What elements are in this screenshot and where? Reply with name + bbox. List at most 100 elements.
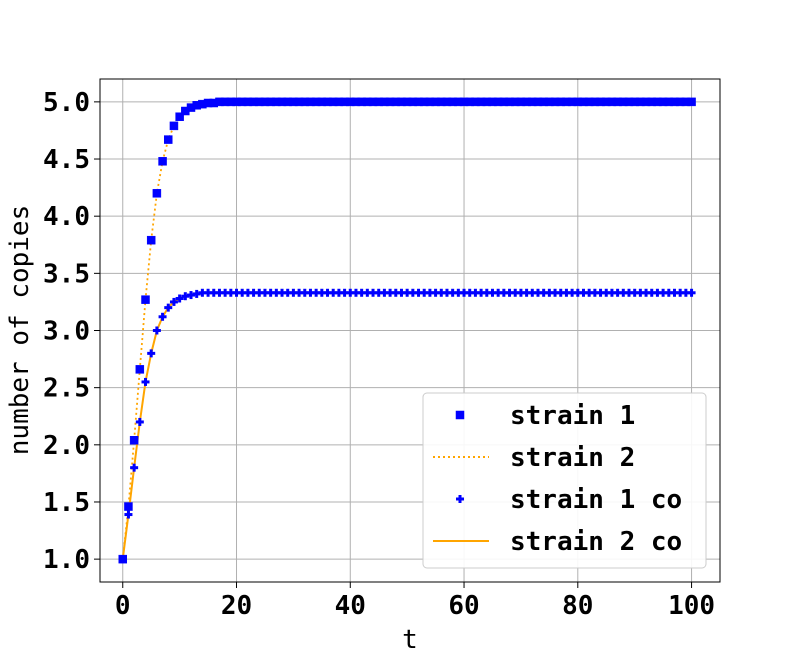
x-tick-label: 20 — [221, 591, 252, 621]
data-point-strain-1-co — [579, 288, 588, 297]
data-point-strain-1-co — [266, 288, 275, 297]
data-point-strain-1-co — [522, 288, 531, 297]
legend: strain 1 strain 2 strain 1 co strain 2 co — [422, 392, 707, 569]
legend-item-strain-1-co: strain 1 co — [456, 485, 682, 515]
data-point-strain-1-co — [619, 288, 628, 297]
data-point-strain-1-co — [636, 288, 645, 297]
data-point-strain-1-co — [573, 288, 582, 297]
data-point-strain-1-co — [243, 288, 252, 297]
y-tick-label: 1.5 — [43, 488, 90, 518]
data-point-strain-1-co — [187, 291, 196, 300]
data-point-strain-1-co — [568, 288, 577, 297]
data-point-strain-1-co — [238, 288, 247, 297]
data-point-strain-1-co — [414, 288, 423, 297]
data-point-strain-1-co — [528, 288, 537, 297]
data-point-strain-1 — [158, 157, 167, 166]
data-point-strain-1-co — [272, 288, 281, 297]
data-point-strain-1-co — [249, 288, 258, 297]
data-point-strain-1-co — [431, 288, 440, 297]
data-point-strain-1-co — [164, 303, 173, 312]
y-tick-label: 3.0 — [43, 317, 90, 347]
data-point-strain-1-co — [329, 288, 338, 297]
data-point-strain-1-co — [169, 297, 178, 306]
series-strain-1 — [118, 97, 696, 564]
data-point-strain-1-co — [607, 288, 616, 297]
data-point-strain-1-co — [647, 288, 656, 297]
data-point-strain-1-co — [357, 288, 366, 297]
data-point-strain-1-co — [255, 288, 264, 297]
data-point-strain-1-co — [204, 288, 213, 297]
data-point-strain-1-co — [670, 288, 679, 297]
data-point-strain-1-co — [499, 288, 508, 297]
data-point-strain-1-co — [664, 288, 673, 297]
data-point-strain-1-co — [397, 288, 406, 297]
data-point-strain-1-co — [624, 288, 633, 297]
data-point-strain-1-co — [386, 288, 395, 297]
data-point-strain-1 — [135, 365, 145, 374]
data-point-strain-1-co — [420, 288, 429, 297]
data-point-strain-1-co — [192, 289, 201, 298]
data-point-strain-1-co — [380, 288, 389, 297]
legend-label: strain 2 — [510, 443, 635, 473]
data-point-strain-1-co — [209, 288, 218, 297]
data-point-strain-1-co — [351, 288, 360, 297]
data-point-strain-1-co — [181, 292, 190, 301]
data-point-strain-1-co — [141, 377, 150, 386]
data-point-strain-1-co — [681, 288, 690, 297]
data-point-strain-1-co — [533, 288, 542, 297]
data-point-strain-1-co — [488, 288, 497, 297]
data-point-strain-1-co — [363, 288, 372, 297]
x-tick-label: 40 — [335, 591, 366, 621]
x-tick-label: 100 — [668, 591, 715, 621]
y-tick-label: 2.5 — [43, 374, 90, 404]
x-tick-label: 60 — [448, 591, 479, 621]
legend-item-strain-1: strain 1 — [455, 401, 635, 431]
data-point-strain-1-co — [391, 288, 400, 297]
data-point-strain-1-co — [460, 288, 469, 297]
data-point-strain-1-co — [585, 288, 594, 297]
legend-marker — [456, 495, 464, 503]
data-point-strain-1-co — [642, 288, 651, 297]
data-point-strain-1-co — [346, 288, 355, 297]
data-point-strain-1-co — [442, 288, 451, 297]
data-point-strain-1-co — [465, 288, 474, 297]
y-tick-label: 3.5 — [43, 259, 90, 289]
data-point-strain-1-co — [175, 294, 184, 303]
data-point-strain-1-co — [278, 288, 287, 297]
data-point-strain-1-co — [300, 288, 309, 297]
data-point-strain-1-co — [556, 288, 565, 297]
data-point-strain-1-co — [477, 288, 486, 297]
data-point-strain-1-co — [425, 288, 434, 297]
legend-label: strain 1 co — [510, 485, 682, 515]
y-tick-label: 5.0 — [43, 88, 90, 118]
data-point-strain-1 — [124, 502, 133, 511]
series-group — [118, 97, 696, 564]
data-point-strain-1-co — [312, 288, 321, 297]
data-point-strain-1-co — [147, 349, 156, 358]
x-tick-label: 0 — [115, 591, 131, 621]
x-tick-label: 80 — [562, 591, 593, 621]
legend-label: strain 2 co — [510, 527, 682, 557]
y-tick-label: 1.0 — [43, 545, 90, 575]
x-axis-label: t — [402, 625, 418, 655]
data-point-strain-1-co — [283, 288, 292, 297]
data-point-strain-1-co — [152, 326, 161, 335]
data-point-strain-1-co — [602, 288, 611, 297]
y-tick-label: 2.0 — [43, 431, 90, 461]
data-point-strain-1-co — [130, 463, 139, 472]
data-point-strain-1-co — [340, 288, 349, 297]
data-point-strain-1-co — [215, 288, 224, 297]
data-point-strain-1 — [129, 435, 139, 445]
data-point-strain-1-co — [226, 288, 235, 297]
data-point-strain-1 — [141, 295, 150, 304]
data-point-strain-1-co — [232, 288, 241, 297]
data-point-strain-1-co — [653, 288, 662, 297]
data-point-strain-1-co — [562, 288, 571, 297]
data-point-strain-1-co — [471, 288, 480, 297]
legend-marker — [455, 410, 465, 420]
data-point-strain-1-co — [545, 288, 554, 297]
data-point-strain-1 — [152, 189, 162, 198]
data-point-strain-1 — [146, 235, 156, 245]
legend-box — [422, 392, 707, 569]
data-point-strain-1-co — [158, 312, 167, 321]
